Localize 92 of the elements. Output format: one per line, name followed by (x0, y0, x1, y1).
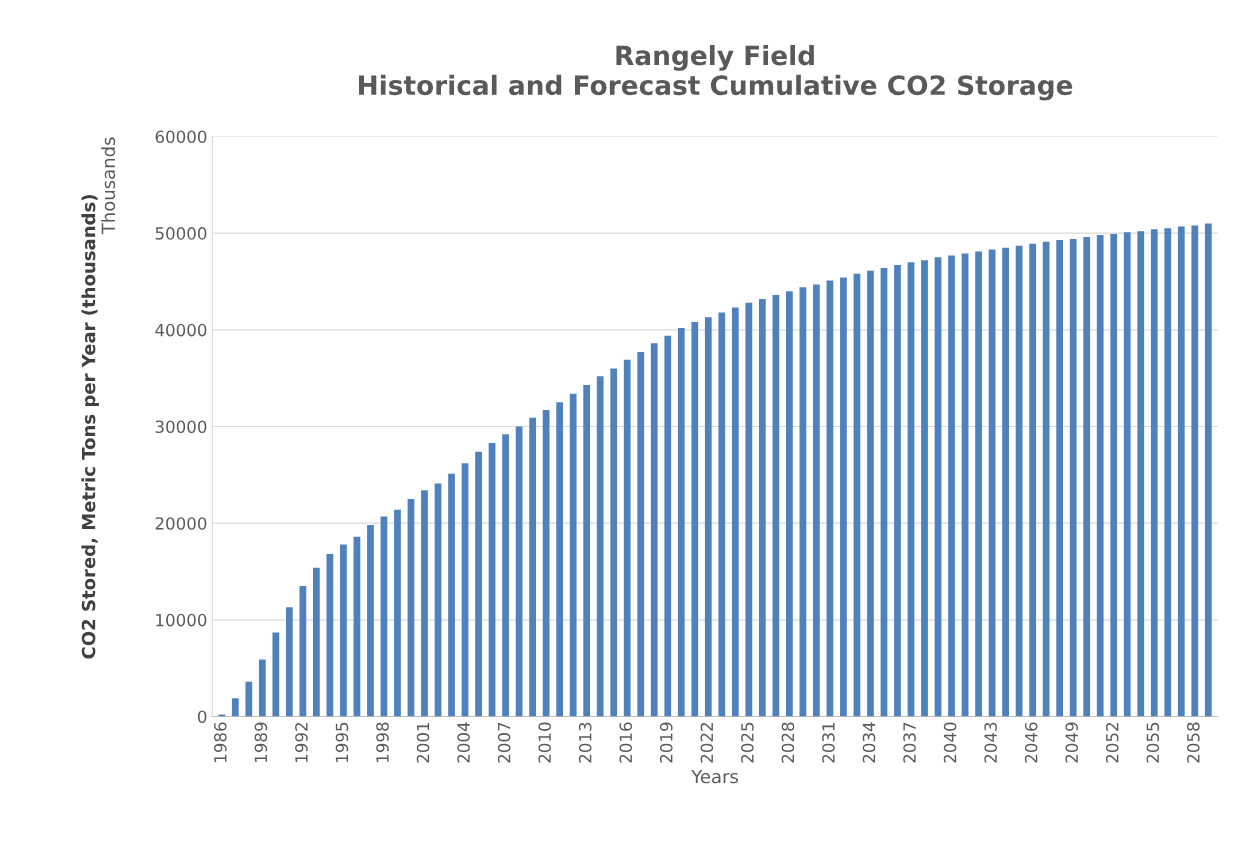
bar (245, 681, 253, 717)
x-tick-label: 2007 (497, 722, 511, 763)
bar (1150, 229, 1158, 717)
bar (1177, 226, 1185, 717)
bar (772, 295, 780, 717)
bar (921, 260, 928, 717)
x-tick-label: 2010 (538, 722, 551, 763)
x-tick-label: 2052 (1105, 723, 1119, 763)
bar (1002, 247, 1009, 717)
bar (894, 265, 901, 717)
bar (502, 434, 509, 717)
x-tick-label: 2025 (741, 722, 754, 763)
x-tick-label: 2046 (1024, 722, 1038, 763)
bar (1042, 241, 1050, 717)
bar (623, 359, 631, 717)
bar (704, 317, 712, 717)
bar (731, 307, 739, 717)
x-tick-label: 2016 (619, 722, 633, 763)
bar (1110, 234, 1118, 717)
bar (1191, 225, 1199, 717)
y-tick-label: 40000 (155, 323, 207, 337)
bar (610, 368, 618, 717)
bar (569, 393, 577, 717)
bar (542, 410, 550, 717)
bar (637, 352, 645, 717)
bar (758, 298, 766, 717)
y-tick-label: 30000 (155, 420, 207, 434)
bar (1164, 228, 1172, 717)
bar (718, 312, 726, 717)
x-tick-label: 1992 (295, 723, 308, 762)
bar (340, 544, 347, 717)
bar (448, 473, 455, 717)
y-tick-label: 60000 (155, 130, 207, 144)
bar (285, 607, 293, 717)
x-tick-label: 2001 (416, 722, 430, 763)
y-tick-label: 50000 (155, 227, 207, 240)
text: Thousands (101, 137, 116, 235)
bar (299, 586, 307, 717)
bar (556, 402, 564, 717)
bar (258, 659, 266, 717)
chart-title: Rangely Field Historical and Forecast Cumulative CO2 Storage (359, 45, 1073, 101)
x-tick-label: 2013 (578, 722, 592, 763)
y-axis-title: CO2 Stored, Metric Tons per Year (thousands) (81, 195, 99, 659)
bar (840, 277, 847, 717)
bar (1096, 235, 1104, 717)
bar (583, 384, 591, 717)
x-tick-label: 2058 (1187, 722, 1200, 763)
x-tick-label: 1995 (335, 722, 349, 762)
x-tick-label: 1989 (254, 722, 268, 762)
x-tick-label: 2004 (457, 722, 470, 763)
bar (691, 322, 699, 717)
bar (231, 698, 239, 717)
x-tick-label: 2034 (862, 722, 876, 763)
x-tick-label: 2055 (1146, 722, 1160, 763)
bar (1123, 232, 1131, 717)
x-tick-label: 2031 (822, 722, 835, 763)
x-tick-label: 2028 (781, 722, 795, 763)
bar (1204, 223, 1212, 717)
bar (313, 567, 320, 717)
x-tick-label: 2040 (943, 722, 957, 763)
x-axis-title: Years (691, 769, 738, 784)
bar (1083, 237, 1091, 717)
bar (975, 251, 982, 717)
x-tick-label: 2049 (1065, 722, 1079, 763)
bar (745, 302, 753, 717)
bar (1056, 239, 1064, 717)
bar (421, 490, 428, 717)
x-tick-label: 2022 (700, 723, 714, 763)
bar (948, 255, 955, 717)
bar (786, 291, 793, 717)
bar (813, 284, 820, 717)
y-tick-label: 0 (197, 710, 207, 724)
bar (664, 335, 672, 717)
bar (367, 525, 374, 717)
bar (1069, 238, 1077, 717)
x-tick-label: 2043 (984, 722, 997, 763)
bar (272, 632, 280, 717)
x-tick-label: 1986 (214, 722, 227, 762)
y-tick-label: 10000 (156, 613, 207, 627)
x-tick-label: 2019 (659, 722, 673, 763)
bar (596, 376, 604, 717)
bar (867, 270, 874, 717)
bar (1029, 243, 1037, 717)
bar (529, 417, 536, 717)
y-tick-label: 20000 (155, 517, 207, 530)
bar (677, 327, 685, 717)
x-tick-label: 1998 (376, 722, 389, 762)
x-tick-label: 2037 (903, 722, 916, 763)
bar (1137, 231, 1145, 717)
bar (650, 343, 658, 717)
bar (475, 451, 482, 717)
bar (394, 509, 401, 717)
